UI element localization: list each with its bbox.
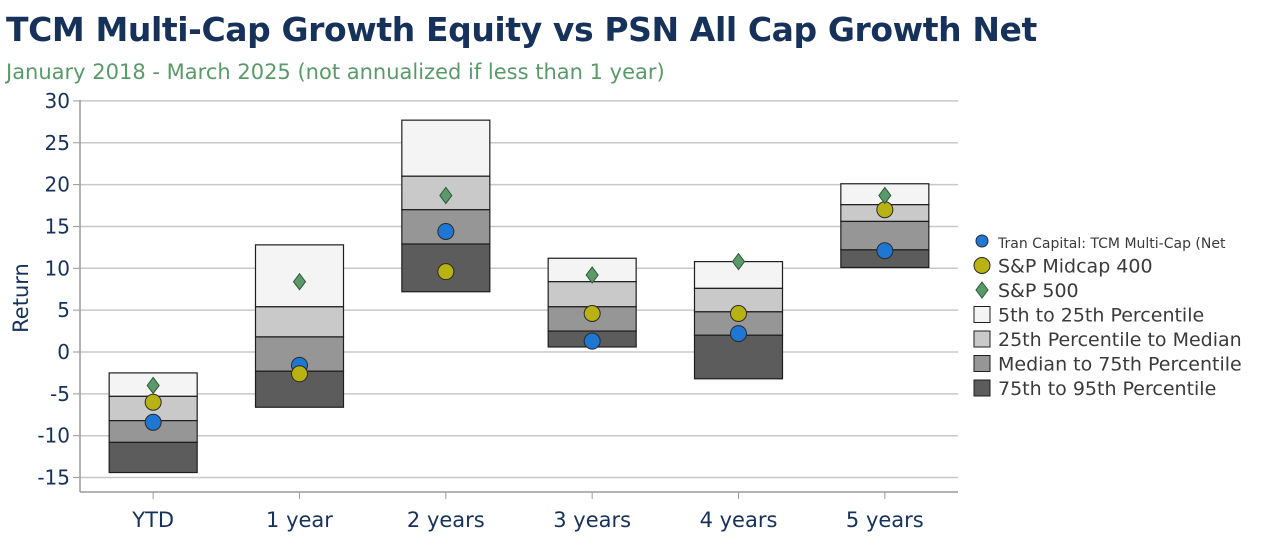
legend-label: S&P 500 <box>998 280 1079 302</box>
legend-label: Median to 75th Percentile <box>998 354 1242 376</box>
axes: 30 25 20 15 10 5 0 -5 -10 -15 YTD 1 year 2 years 3 ye… <box>37 89 958 532</box>
sp500-point <box>585 266 599 284</box>
tcm-point <box>583 332 601 350</box>
x-tick-label: YTD <box>131 508 174 532</box>
tcm-point <box>876 242 894 260</box>
y-axis-label: Return <box>9 263 33 333</box>
midcap-point <box>144 393 162 411</box>
legend-swatch <box>973 379 991 397</box>
sp500-point <box>731 252 746 271</box>
y-tick-label: 5 <box>57 298 70 322</box>
y-tick-label: 15 <box>45 214 70 238</box>
x-tick-label: 3 years <box>553 508 631 532</box>
y-tick-label: 30 <box>45 89 70 113</box>
legend-marker-circle <box>973 257 991 274</box>
y-tick-label: 25 <box>45 131 70 155</box>
series-markers <box>144 186 894 431</box>
percentile-bar <box>401 119 491 177</box>
legend-marker-diamond <box>975 281 989 299</box>
legend-label: 25th Percentile to Median <box>998 329 1242 351</box>
percentile-bar <box>547 281 637 308</box>
x-tick-label: 1 year <box>266 508 333 532</box>
midcap-point <box>730 304 747 322</box>
x-tick-label: 5 years <box>846 508 924 532</box>
legend: Tran Capital: TCM Multi-Cap (Net S&P Midc… <box>973 234 1242 400</box>
y-tick-label: 20 <box>45 173 70 197</box>
y-tick-label: -5 <box>50 382 70 406</box>
chart-title: TCM Multi-Cap Growth Equity vs PSN All C… <box>6 10 1037 49</box>
tcm-point <box>437 222 455 240</box>
legend-swatch <box>973 330 991 348</box>
y-tick-label: -10 <box>37 424 70 448</box>
x-tick-label: 2 years <box>407 508 485 532</box>
legend-swatch <box>973 355 991 372</box>
legend-label: 5th to 25th Percentile <box>998 305 1204 327</box>
sp500-point <box>146 376 160 395</box>
midcap-point <box>437 263 455 281</box>
legend-label: 75th to 95th Percentile <box>998 378 1216 400</box>
percentile-bars <box>108 119 930 474</box>
midcap-point <box>583 304 601 322</box>
midcap-point <box>291 365 308 383</box>
y-tick-label: -15 <box>37 466 70 490</box>
legend-swatch <box>973 306 991 323</box>
sp500-point <box>292 272 307 291</box>
percentile-bar <box>108 441 198 474</box>
legend-label: Tran Capital: TCM Multi-Cap (Net <box>997 236 1226 252</box>
sp500-point <box>878 186 892 205</box>
gridlines <box>80 100 958 479</box>
chart-subtitle: January 2018 - March 2025 (not annualize… <box>6 60 665 84</box>
percentile-bar <box>693 334 784 380</box>
sp500-point <box>439 186 453 205</box>
legend-marker-circle <box>975 234 989 248</box>
x-tick-label: 4 years <box>700 508 778 532</box>
y-tick-label: 10 <box>45 256 70 280</box>
percentile-bar <box>254 306 345 338</box>
legend-label: S&P Midcap 400 <box>998 256 1153 278</box>
tcm-point <box>144 413 162 431</box>
y-tick-label: 0 <box>57 340 70 364</box>
tcm-point <box>730 325 747 343</box>
